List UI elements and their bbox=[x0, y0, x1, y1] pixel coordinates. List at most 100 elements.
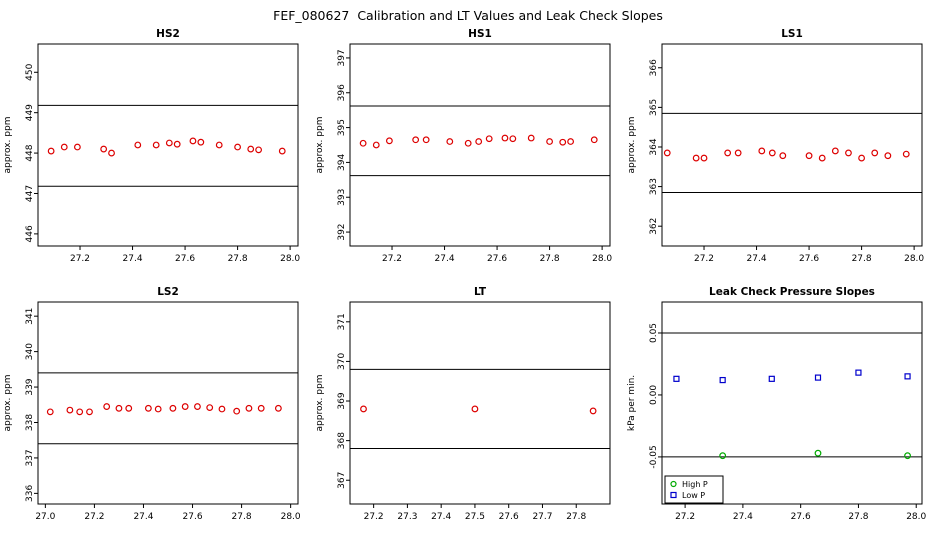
plot-box bbox=[349, 301, 611, 505]
y-tick-label: 0.05 bbox=[649, 323, 659, 343]
data-point bbox=[278, 147, 286, 155]
data-point bbox=[724, 149, 732, 157]
data-point bbox=[871, 149, 879, 157]
y-tick-label: 340 bbox=[25, 343, 35, 360]
x-tick-label: 28.0 bbox=[904, 254, 924, 264]
x-tick-label: 27.6 bbox=[183, 512, 203, 522]
data-point bbox=[471, 405, 479, 413]
subplot-title: LS2 bbox=[157, 286, 179, 298]
y-tick-label: 395 bbox=[337, 119, 347, 136]
data-point bbox=[700, 154, 708, 162]
data-point bbox=[509, 135, 517, 143]
data-point bbox=[103, 403, 111, 410]
y-tick-label: 369 bbox=[337, 392, 347, 409]
y-tick-label: 397 bbox=[337, 49, 347, 66]
legend-marker bbox=[670, 491, 677, 499]
data-point bbox=[144, 404, 152, 412]
x-tick-label: 27.8 bbox=[848, 512, 868, 522]
data-point bbox=[590, 136, 598, 144]
x-tick-label: 27.4 bbox=[435, 254, 455, 264]
data-point bbox=[100, 145, 108, 153]
data-point bbox=[768, 149, 776, 157]
subplot-title: LT bbox=[474, 286, 487, 298]
x-tick-label: 27.4 bbox=[747, 254, 767, 264]
data-point bbox=[719, 376, 726, 384]
data-point bbox=[884, 152, 892, 160]
data-point bbox=[218, 405, 226, 413]
plot-hs2: 27.2 27.4 27.6 27.8 28.0 446 447 448 449 450 HS2 ap… bbox=[3, 28, 300, 264]
plot-grid: 27.2 27.4 27.6 27.8 28.0 446 447 448 449 450 HS2 ap… bbox=[0, 24, 936, 540]
data-point bbox=[360, 405, 367, 413]
x-tick-label: 27.2 bbox=[675, 512, 695, 522]
data-point bbox=[446, 138, 454, 145]
data-point bbox=[245, 404, 253, 412]
y-tick-label: 0.00 bbox=[649, 385, 659, 405]
data-point bbox=[902, 150, 910, 158]
plot-ls1: 27.2 27.4 27.6 27.8 28.0 362 363 364 365 366 LS1 ap… bbox=[627, 28, 924, 264]
plot-box bbox=[661, 301, 923, 505]
y-axis-label: approx. ppm bbox=[3, 375, 13, 432]
y-tick-label: 371 bbox=[337, 313, 347, 330]
y-tick-label: 368 bbox=[337, 432, 347, 449]
y-tick-label: -0.05 bbox=[649, 445, 659, 468]
data-point bbox=[234, 143, 241, 151]
data-point bbox=[559, 138, 567, 146]
y-tick-label: 392 bbox=[337, 223, 347, 240]
y-tick-label: 370 bbox=[337, 353, 347, 370]
x-tick-label: 27.0 bbox=[35, 512, 55, 522]
figure-title: FEF_080627 Calibration and LT Values and… bbox=[273, 8, 663, 23]
legend-label: Low P bbox=[682, 491, 705, 500]
x-tick-label: 27.2 bbox=[84, 512, 104, 522]
data-point bbox=[115, 404, 123, 412]
data-point bbox=[663, 149, 671, 157]
data-point bbox=[134, 141, 142, 149]
data-point bbox=[47, 147, 55, 155]
data-point bbox=[169, 404, 177, 412]
x-tick-label: 27.4 bbox=[733, 512, 753, 522]
plot-lt: 27.2 27.3 27.4 27.5 27.6 27.7 27.8 367 368 369 370… bbox=[315, 286, 611, 522]
data-point bbox=[485, 135, 493, 143]
data-point bbox=[589, 407, 597, 415]
legend-box bbox=[664, 475, 724, 504]
y-tick-label: 446 bbox=[25, 225, 35, 242]
data-point bbox=[422, 136, 430, 144]
x-tick-label: 27.7 bbox=[532, 512, 552, 522]
x-tick-label: 27.4 bbox=[123, 254, 143, 264]
data-point bbox=[719, 452, 727, 460]
y-tick-label: 339 bbox=[25, 378, 35, 395]
data-point bbox=[60, 143, 68, 151]
legend-label: High P bbox=[682, 480, 708, 489]
data-point bbox=[501, 134, 509, 142]
data-point bbox=[734, 149, 742, 157]
y-tick-label: 337 bbox=[25, 449, 35, 466]
x-tick-label: 27.6 bbox=[487, 254, 507, 264]
data-point bbox=[855, 369, 862, 376]
data-point bbox=[464, 139, 472, 147]
data-point bbox=[845, 149, 852, 157]
x-tick-label: 27.2 bbox=[694, 254, 714, 264]
y-tick-label: 366 bbox=[649, 59, 659, 76]
x-tick-label: 27.8 bbox=[852, 254, 872, 264]
x-tick-label: 28.0 bbox=[592, 254, 612, 264]
y-tick-label: 365 bbox=[649, 99, 659, 116]
data-point bbox=[189, 137, 197, 145]
data-point bbox=[197, 138, 205, 146]
data-point bbox=[125, 404, 133, 412]
x-tick-label: 27.8 bbox=[566, 512, 586, 522]
data-point bbox=[181, 403, 189, 410]
legend-marker bbox=[670, 480, 677, 488]
x-tick-label: 27.6 bbox=[791, 512, 811, 522]
x-tick-label: 28.0 bbox=[281, 512, 301, 522]
data-point bbox=[567, 138, 575, 145]
data-point bbox=[257, 404, 265, 412]
plot-box bbox=[661, 43, 923, 247]
data-point bbox=[76, 408, 84, 416]
subplot-title: Leak Check Pressure Slopes bbox=[709, 286, 875, 298]
subplot-title: LS1 bbox=[781, 28, 803, 40]
data-point bbox=[904, 373, 911, 380]
data-point bbox=[73, 143, 81, 151]
data-point bbox=[858, 154, 865, 162]
data-point bbox=[152, 141, 160, 149]
data-point bbox=[831, 147, 839, 155]
